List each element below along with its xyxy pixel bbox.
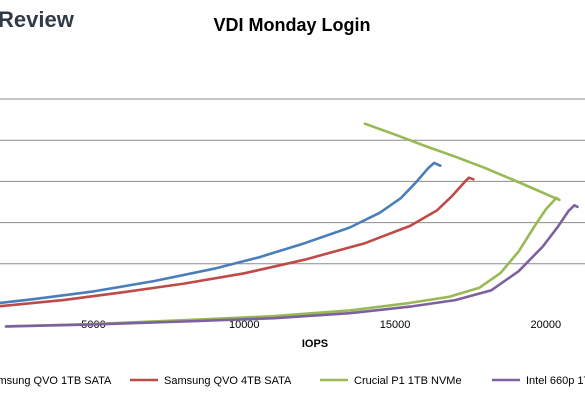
x-tick-label: 15000 xyxy=(380,319,411,331)
series-line-2 xyxy=(0,176,475,308)
legend-item-1: Samsung QVO 1TB SATA xyxy=(0,375,112,387)
x-tick-label: 10000 xyxy=(229,319,260,331)
x-axis-title: IOPS xyxy=(302,338,328,350)
x-tick-label: 20000 xyxy=(531,319,562,331)
brand-logo-text: Review xyxy=(0,7,75,32)
legend-label: Crucial P1 1TB NVMe xyxy=(354,375,462,387)
series-lines xyxy=(0,122,579,328)
legend-label: Samsung QVO 1TB SATA xyxy=(0,375,112,387)
gridlines xyxy=(0,98,585,265)
series-line-1 xyxy=(0,161,442,305)
series-line-4 xyxy=(4,204,579,328)
legend: Samsung QVO 1TB SATA Samsung QVO 4TB SATA… xyxy=(0,375,585,387)
chart-title: VDI Monday Login xyxy=(214,15,371,35)
legend-label: Samsung QVO 4TB SATA xyxy=(164,375,292,387)
legend-item-4: Intel 660p 1TB NVMe xyxy=(492,375,585,387)
series-line-3 xyxy=(4,122,561,328)
legend-item-3: Crucial P1 1TB NVMe xyxy=(320,375,462,387)
legend-item-2: Samsung QVO 4TB SATA xyxy=(130,375,292,387)
legend-label: Intel 660p 1TB NVMe xyxy=(526,375,585,387)
